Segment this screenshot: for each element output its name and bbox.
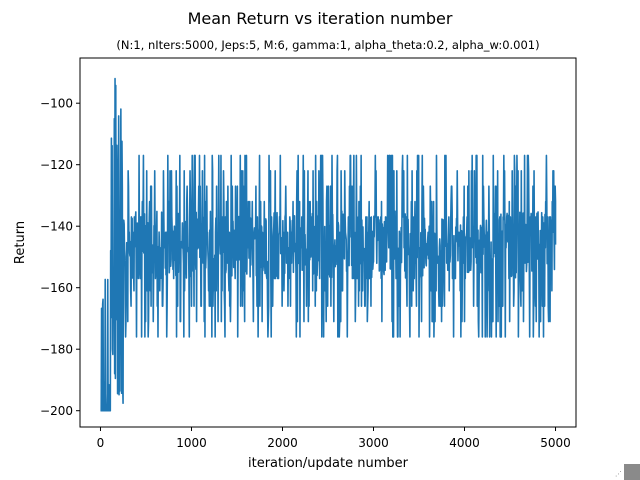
window-resize-handle[interactable] (624, 464, 640, 480)
y-tick-label: −140 (40, 220, 73, 234)
y-tick-label: −180 (40, 343, 73, 357)
resize-grip-icon: ⋰ (615, 470, 622, 478)
y-tick-label: −200 (40, 404, 73, 418)
y-tick-label: −120 (40, 158, 73, 172)
x-tick-label: 3000 (358, 436, 389, 450)
x-tick-label: 2000 (267, 436, 298, 450)
y-axis-label: Return (13, 221, 28, 264)
y-tick-label: −160 (40, 281, 73, 295)
chart-title: Mean Return vs iteration number (188, 9, 453, 28)
x-tick-label: 1000 (176, 436, 207, 450)
x-tick-label: 4000 (449, 436, 480, 450)
chart-subtitle: (N:1, nIters:5000, Jeps:5, M:6, gamma:1,… (116, 38, 539, 52)
series-line-mean-return (100, 77, 557, 412)
plot-frame (79, 57, 577, 428)
y-axis-ticks: −200 −180 −160 −140 −120 −100 (40, 97, 80, 418)
x-axis-ticks: 0 1000 2000 3000 4000 5000 (97, 427, 571, 450)
x-tick-label: 0 (97, 436, 105, 450)
y-tick-label: −100 (40, 97, 73, 111)
series-group (100, 77, 557, 412)
x-axis-label: iteration/update number (248, 456, 409, 471)
x-tick-label: 5000 (540, 436, 571, 450)
